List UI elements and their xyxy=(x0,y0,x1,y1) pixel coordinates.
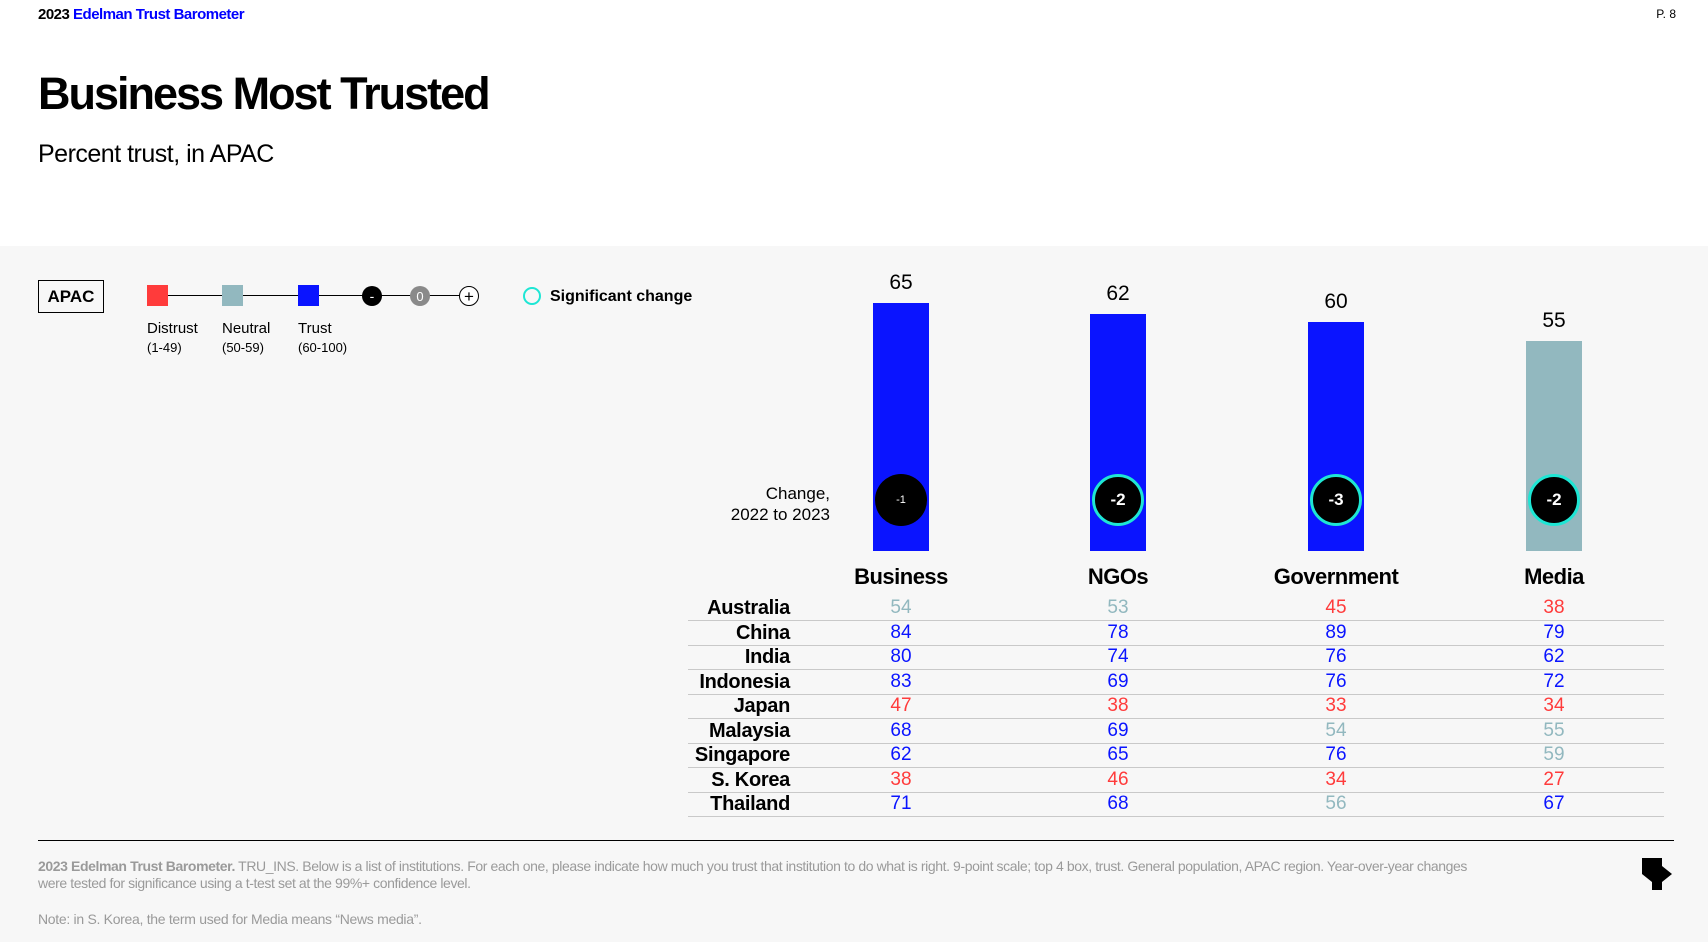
legend-swatch-neutral xyxy=(222,285,243,306)
change-label-line2: 2022 to 2023 xyxy=(730,505,830,524)
region-badge: APAC xyxy=(38,280,104,313)
table-cell: 53 xyxy=(1107,597,1129,618)
table-cell: 83 xyxy=(890,670,912,692)
footer-divider xyxy=(38,840,1674,841)
row-divider xyxy=(688,693,1664,695)
table-cell: 67 xyxy=(1543,793,1565,814)
table-cell: 76 xyxy=(1325,670,1347,692)
source-bold: 2023 Edelman Trust Barometer. xyxy=(38,858,235,874)
change-bubble: -2 xyxy=(1092,474,1144,526)
table-cell: 54 xyxy=(1325,719,1347,741)
change-plus-icon: + xyxy=(459,286,479,306)
country-label: Australia xyxy=(707,597,790,619)
table-cell: 89 xyxy=(1325,621,1347,643)
table-cell: 80 xyxy=(890,646,912,667)
table-cell: 69 xyxy=(1107,670,1129,692)
bar-value-label: 55 xyxy=(1542,308,1566,332)
table-cell: 38 xyxy=(1107,695,1129,716)
country-label: Singapore xyxy=(694,744,790,766)
page-subtitle: Percent trust, in APAC xyxy=(38,140,274,168)
row-divider xyxy=(688,669,1664,670)
change-bubble: -2 xyxy=(1528,474,1580,526)
brand-logo: 2023 Edelman Trust Barometer xyxy=(38,6,245,23)
table-cell: 76 xyxy=(1325,646,1347,667)
change-bubble: -3 xyxy=(1310,474,1362,526)
change-zero-icon: 0 xyxy=(410,286,430,306)
change-bubble: -1 xyxy=(875,474,927,526)
bar-value-label: 65 xyxy=(889,270,913,294)
category-label: Government xyxy=(1273,564,1399,589)
legend-label-distrust: Distrust xyxy=(147,320,198,337)
source-note: 2023 Edelman Trust Barometer. TRU_INS. B… xyxy=(38,858,1498,892)
country-label: Indonesia xyxy=(699,670,790,693)
bar-value-label: 62 xyxy=(1106,282,1130,306)
table-cell: 47 xyxy=(890,695,912,716)
table-cell: 38 xyxy=(890,768,912,790)
legend-swatch-trust xyxy=(298,285,319,306)
chart-panel xyxy=(0,246,1708,942)
change-minus-icon: - xyxy=(362,286,382,306)
legend-label-trust: Trust xyxy=(298,320,332,337)
legend-range-trust: (60-100) xyxy=(298,340,348,355)
row-divider xyxy=(688,644,1664,646)
change-label: Change, 2022 to 2023 xyxy=(640,483,830,525)
table-cell: 78 xyxy=(1107,621,1129,643)
change-label-line1: Change, xyxy=(765,484,830,503)
table-cell: 68 xyxy=(890,719,912,741)
table-cell: 68 xyxy=(1107,793,1129,814)
table-cell: 74 xyxy=(1107,646,1129,667)
table-cell: 72 xyxy=(1543,670,1565,692)
table-cell: 46 xyxy=(1107,768,1129,790)
legend-label-neutral: Neutral xyxy=(222,320,271,337)
table-cell: 34 xyxy=(1325,768,1347,790)
legend-swatch-distrust xyxy=(147,285,168,306)
table-cell: 38 xyxy=(1543,597,1565,618)
header-area: 2023 Edelman Trust Barometer P. 8 Busine… xyxy=(0,0,1708,246)
source-text: TRU_INS. Below is a list of institutions… xyxy=(38,858,1468,891)
legend-range-neutral: (50-59) xyxy=(222,340,264,355)
table-cell: 79 xyxy=(1543,621,1565,643)
legend-range-distrust: (1-49) xyxy=(147,340,182,355)
row-divider xyxy=(688,767,1664,768)
table-cell: 62 xyxy=(1543,646,1565,667)
table-cell: 71 xyxy=(890,793,912,814)
category-label: NGOs xyxy=(1087,564,1149,589)
table-cell: 27 xyxy=(1543,768,1565,790)
row-divider xyxy=(688,791,1664,793)
country-label: Japan xyxy=(733,695,791,717)
table-cell: 33 xyxy=(1325,695,1347,716)
country-label: Thailand xyxy=(710,793,790,815)
significant-change-label: Significant change xyxy=(550,288,693,305)
brand-year: 2023 xyxy=(38,6,70,23)
country-label: Malaysia xyxy=(709,719,790,742)
table-cell: 45 xyxy=(1325,597,1347,618)
row-divider xyxy=(688,718,1664,719)
brand-name: Edelman Trust Barometer xyxy=(73,6,245,23)
table-cell: 54 xyxy=(890,597,912,618)
row-divider xyxy=(688,742,1664,744)
significant-change-icon xyxy=(523,287,541,305)
table-cell: 84 xyxy=(890,621,912,643)
category-label: Media xyxy=(1524,564,1584,589)
country-label: India xyxy=(744,646,790,668)
category-label: Business xyxy=(854,564,948,589)
table-cell: 65 xyxy=(1107,744,1129,765)
table-cell: 62 xyxy=(890,744,912,765)
row-divider xyxy=(688,620,1664,621)
table-cell: 34 xyxy=(1543,695,1565,716)
country-label: S. Korea xyxy=(711,768,790,791)
row-divider xyxy=(688,816,1664,817)
table-cell: 55 xyxy=(1543,719,1565,741)
table-cell: 59 xyxy=(1543,744,1565,765)
page-title: Business Most Trusted xyxy=(38,68,491,119)
table-cell: 69 xyxy=(1107,719,1129,741)
bar-value-label: 60 xyxy=(1324,289,1348,313)
table-cell: 56 xyxy=(1325,793,1347,814)
table-cell: 76 xyxy=(1325,744,1347,765)
page-number: P. 8 xyxy=(1656,7,1676,21)
footnote: Note: in S. Korea, the term used for Med… xyxy=(38,911,422,927)
country-label: China xyxy=(735,621,790,644)
next-arrow-icon[interactable] xyxy=(1640,856,1674,890)
